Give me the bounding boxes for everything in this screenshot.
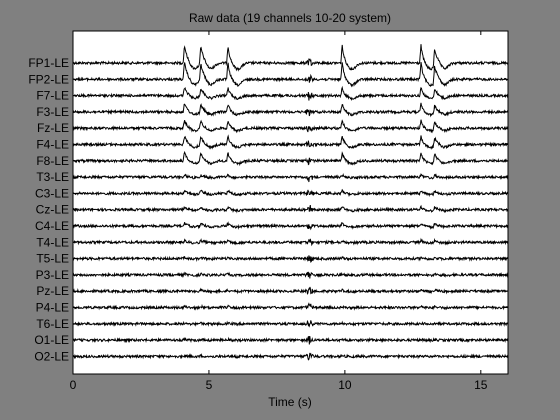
channel-label: T6-LE [36,317,69,331]
channel-trace [72,335,509,345]
channel-trace [72,221,509,231]
channel-label: T5-LE [36,252,69,266]
channel-line [72,172,509,183]
channel-line [72,62,509,88]
channel-trace [72,85,509,102]
channel-labels: FP1-LE FP2-LE F7-LE F3-LE Fz-LE F4-LE F8-LE T3-… [28,56,508,363]
channel-line [72,134,509,150]
channel-line [72,221,509,231]
channel-label: F4-LE [36,138,69,152]
eeg-traces [72,44,509,361]
channel-line [72,44,509,72]
channel-trace [72,150,509,167]
chart-title: Raw data (19 channels 10-20 system) [189,11,391,25]
channel-trace [72,255,509,263]
channel-trace [72,204,509,214]
channel-trace [72,286,509,295]
channel-trace [72,237,509,247]
channel-trace [72,102,509,118]
plot-area [73,31,508,374]
channel-label: FP2-LE [28,72,69,86]
x-tick-label: 10 [338,378,352,392]
channel-label: F8-LE [36,154,69,168]
channel-label: T3-LE [36,170,69,184]
channel-line [72,302,509,311]
channel-label: F7-LE [36,89,69,103]
channel-line [72,255,509,263]
channel-trace [72,134,509,150]
channel-trace [72,172,509,183]
x-tick-label: 0 [70,378,77,392]
channel-line [72,102,509,118]
channel-line [72,271,509,279]
channel-label: T4-LE [36,235,69,249]
channel-line [72,119,509,134]
channel-label: Fz-LE [37,121,69,135]
x-axis-label: Time (s) [268,395,312,409]
channel-line [72,335,509,345]
channel-line [72,85,509,102]
channel-trace [72,319,509,328]
channel-label: Pz-LE [36,284,69,298]
x-axis-ticks: 0 5 10 15 [70,31,488,392]
channel-line [72,237,509,247]
channel-label: FP1-LE [28,56,69,70]
plot-frame [72,30,509,375]
channel-line [72,286,509,295]
channel-line [72,150,509,167]
channel-trace [72,62,509,88]
channel-label: C4-LE [35,219,69,233]
channel-label: P4-LE [36,301,69,315]
channel-trace [72,44,509,72]
channel-line [72,188,509,198]
channel-label: C3-LE [35,186,69,200]
channel-line [72,204,509,214]
channel-line [72,352,509,361]
channel-trace [72,271,509,279]
channel-label: O1-LE [34,333,69,347]
channel-label: O2-LE [34,349,69,363]
channel-label: Cz-LE [36,203,69,217]
channel-trace [72,352,509,361]
channel-label: P3-LE [36,268,69,282]
x-tick-label: 5 [206,378,213,392]
channel-trace [72,302,509,311]
channel-line [72,319,509,328]
channel-trace [72,188,509,198]
channel-label: F3-LE [36,105,69,119]
channel-trace [72,119,509,134]
x-tick-label: 15 [474,378,488,392]
